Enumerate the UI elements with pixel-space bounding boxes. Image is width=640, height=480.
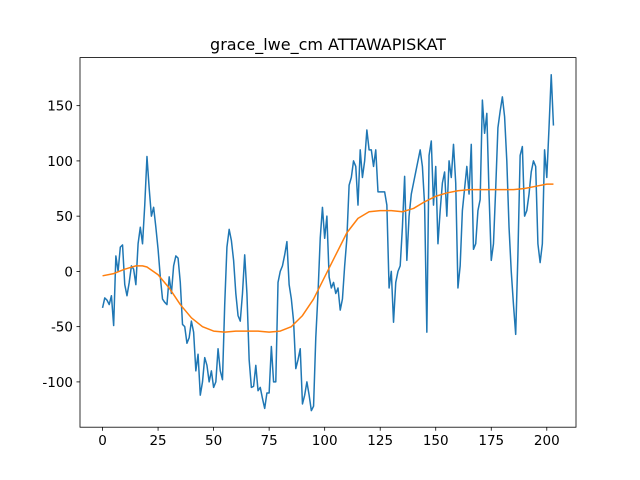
chart-title: grace_lwe_cm ATTAWAPISKAT [210, 35, 446, 55]
x-tick-label: 0 [98, 433, 107, 449]
y-tick-label: 100 [47, 154, 73, 170]
x-tick-label: 125 [367, 433, 393, 449]
y-tick-label: 0 [64, 264, 73, 280]
x-tick-label: 175 [478, 433, 504, 449]
x-tick-label: 50 [205, 433, 222, 449]
y-tick-label: 50 [56, 209, 73, 225]
y-tick-label: 150 [47, 99, 73, 115]
data-line [102, 183, 554, 333]
x-tick-label: 200 [534, 433, 560, 449]
x-tick-label: 150 [423, 433, 449, 449]
x-tick-label: 75 [261, 433, 278, 449]
plot-frame [79, 57, 577, 428]
y-tick-label: -100 [42, 375, 73, 391]
data-line [101, 73, 555, 412]
x-tick-label: 25 [149, 433, 166, 449]
y-tick-label: -50 [51, 320, 73, 336]
x-tick-label: 100 [312, 433, 338, 449]
